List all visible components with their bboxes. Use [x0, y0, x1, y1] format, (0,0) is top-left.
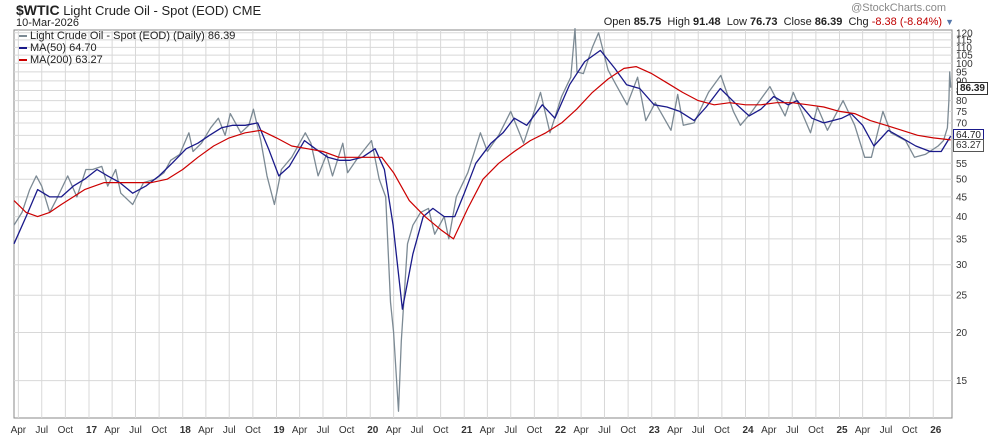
y-tick-label: 90	[956, 76, 968, 87]
credit: @StockCharts.com	[851, 2, 946, 14]
x-tick-label: Apr	[11, 425, 27, 436]
chg-label: Chg	[848, 16, 869, 28]
x-tick-label: Oct	[714, 425, 730, 436]
y-tick-label: 95	[956, 67, 968, 78]
y-tick-label: 30	[956, 260, 968, 271]
quote-line: Open 85.75 High 91.48 Low 76.73 Close 86…	[604, 16, 954, 28]
legend-price-swatch	[19, 35, 27, 38]
x-tick-label: Jul	[786, 425, 799, 436]
y-tick-label: 115	[956, 35, 972, 46]
x-tick-label: Oct	[620, 425, 636, 436]
x-tick-label: Oct	[808, 425, 824, 436]
x-tick-label: 21	[461, 425, 473, 436]
x-tick-label: Oct	[58, 425, 74, 436]
x-tick-label: Jul	[692, 425, 705, 436]
legend: Light Crude Oil - Spot (EOD) (Daily) 86.…	[19, 30, 235, 66]
high-value: 91.48	[693, 16, 721, 28]
x-tick-label: Jul	[35, 425, 48, 436]
symbol-line: $WTIC Light Crude Oil - Spot (EOD) CME	[16, 2, 261, 18]
x-tick-label: 25	[837, 425, 849, 436]
legend-ma200-swatch	[19, 59, 27, 62]
chart-header: $WTIC Light Crude Oil - Spot (EOD) CME 1…	[0, 0, 990, 30]
y-tick-label: 25	[956, 291, 968, 302]
y-tick-label: 80	[956, 96, 968, 107]
y-tick-label: 120	[956, 28, 973, 39]
x-tick-label: 22	[555, 425, 567, 436]
high-label: High	[667, 16, 690, 28]
x-tick-label: Oct	[339, 425, 355, 436]
y-tick-label: 45	[956, 192, 968, 203]
y-tick-label: 105	[956, 51, 973, 62]
x-tick-label: Jul	[504, 425, 517, 436]
plot-area	[13, 29, 953, 419]
legend-price-label: Light Crude Oil - Spot (EOD) (Daily) 86.…	[30, 30, 236, 42]
x-tick-label: Apr	[667, 425, 683, 436]
x-tick-label: Apr	[386, 425, 402, 436]
ma50-series-line	[13, 49, 952, 310]
x-tick-label: Oct	[902, 425, 918, 436]
y-tick-label: 100	[956, 59, 973, 70]
y-tick-label: 20	[956, 328, 968, 339]
x-tick-label: Apr	[104, 425, 120, 436]
x-tick-label: 23	[649, 425, 661, 436]
chart-date: 10-Mar-2026	[16, 17, 79, 29]
x-tick-label: 17	[86, 425, 98, 436]
legend-ma50: MA(50) 64.70	[19, 42, 235, 54]
dropdown-triangle-icon[interactable]: ▼	[945, 17, 954, 27]
x-tick-label: 20	[367, 425, 379, 436]
x-tick-label: Jul	[223, 425, 236, 436]
x-tick-label: Jul	[880, 425, 893, 436]
legend-price: Light Crude Oil - Spot (EOD) (Daily) 86.…	[19, 30, 235, 42]
x-tick-label: Jul	[411, 425, 424, 436]
price-tag: 86.39	[956, 82, 988, 95]
y-tick-label: 70	[956, 118, 968, 129]
ma200-series-line	[13, 66, 951, 240]
open-label: Open	[603, 16, 631, 28]
ma200-tag: 63.27	[952, 139, 984, 152]
exchange: CME	[232, 3, 262, 18]
y-tick-label: 75	[956, 107, 968, 118]
x-tick-label: Apr	[855, 425, 871, 436]
y-tick-label: 15	[956, 376, 968, 387]
legend-ma200: MA(200) 63.27	[19, 54, 235, 66]
y-tick-label: 40	[956, 212, 968, 223]
close-label: Close	[783, 16, 812, 28]
x-tick-label: 24	[742, 425, 754, 436]
x-tick-label: Apr	[198, 425, 214, 436]
y-tick-label: 55	[956, 159, 968, 170]
x-tick-label: Oct	[245, 425, 261, 436]
low-value: 76.73	[749, 16, 778, 28]
y-tick-label: 110	[956, 43, 972, 54]
y-tick-label: 50	[956, 175, 968, 186]
x-tick-label: 26	[930, 425, 942, 436]
x-tick-label: 18	[180, 425, 192, 436]
x-tick-label: Jul	[317, 425, 330, 436]
close-value: 86.39	[814, 16, 843, 28]
x-tick-label: Oct	[151, 425, 167, 436]
x-tick-label: Apr	[292, 425, 308, 436]
x-tick-label: Apr	[480, 425, 496, 436]
x-tick-label: Jul	[598, 425, 611, 436]
x-tick-label: Jul	[129, 425, 142, 436]
y-tick-label: 35	[956, 234, 968, 245]
legend-ma50-label: MA(50) 64.70	[30, 42, 97, 54]
chg-value: -8.38 (-8.84%)	[871, 16, 943, 28]
legend-ma50-swatch	[19, 47, 27, 50]
open-value: 85.75	[633, 16, 662, 28]
legend-ma200-label: MA(200) 63.27	[30, 54, 103, 66]
x-tick-label: Oct	[433, 425, 449, 436]
x-tick-label: Apr	[573, 425, 589, 436]
instrument-name: Light Crude Oil - Spot (EOD)	[63, 3, 229, 18]
x-tick-label: Apr	[761, 425, 777, 436]
x-tick-label: 19	[273, 425, 285, 436]
symbol: $WTIC	[16, 2, 60, 18]
low-label: Low	[726, 16, 747, 28]
x-tick-label: Oct	[527, 425, 543, 436]
